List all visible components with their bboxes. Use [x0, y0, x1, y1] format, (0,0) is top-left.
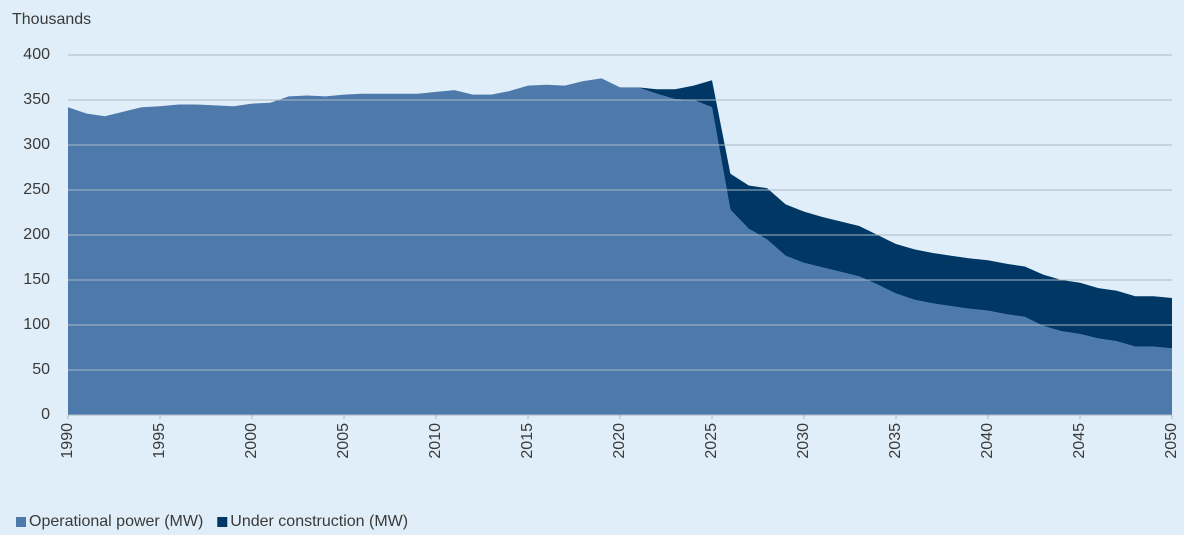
x-tick-label: 1995 — [151, 423, 168, 459]
y-tick-label: 150 — [23, 271, 50, 288]
x-tick-label: 2010 — [427, 423, 444, 459]
y-tick-label: 200 — [23, 226, 50, 243]
y-tick-label: 100 — [23, 316, 50, 333]
x-tick-label: 2050 — [1163, 423, 1180, 459]
x-tick-label: 2020 — [611, 423, 628, 459]
legend-swatch — [16, 517, 26, 527]
x-tick-label: 2045 — [1071, 423, 1088, 459]
y-tick-label: 0 — [41, 406, 50, 423]
x-tick-label: 2000 — [243, 423, 260, 459]
y-tick-label: 50 — [32, 361, 50, 378]
x-tick-label: 2025 — [703, 423, 720, 459]
y-tick-label: 350 — [23, 91, 50, 108]
x-tick-label: 2040 — [979, 423, 996, 459]
x-tick-label: 2005 — [335, 423, 352, 459]
y-tick-label: 400 — [23, 46, 50, 63]
x-tick-label: 1990 — [59, 423, 76, 459]
y-tick-label: 250 — [23, 181, 50, 198]
x-tick-label: 2035 — [887, 423, 904, 459]
x-tick-label: 2015 — [519, 423, 536, 459]
y-unit-label: Thousands — [12, 11, 91, 28]
area — [68, 78, 1172, 349]
x-tick-label: 2030 — [795, 423, 812, 459]
legend-label: Under construction (MW) — [230, 513, 408, 530]
legend-swatch — [217, 517, 228, 527]
area — [68, 78, 1172, 416]
legend-label: Operational power (MW) — [29, 513, 203, 530]
y-tick-label: 300 — [23, 136, 50, 153]
